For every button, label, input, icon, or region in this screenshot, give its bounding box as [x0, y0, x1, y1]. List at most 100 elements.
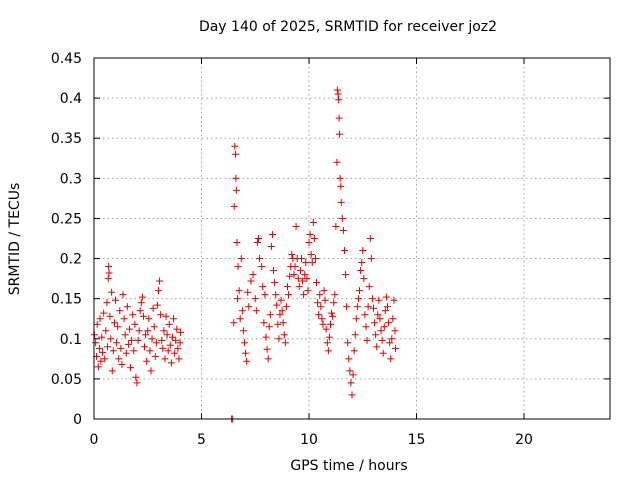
- data-point: [138, 293, 146, 301]
- data-point: [361, 311, 369, 319]
- data-point: [139, 312, 147, 320]
- data-point: [146, 347, 154, 355]
- data-point: [230, 319, 238, 327]
- data-point: [292, 222, 300, 230]
- data-point: [297, 255, 305, 263]
- data-point: [391, 327, 399, 335]
- data-point: [256, 255, 264, 263]
- x-tick-label: 10: [300, 432, 318, 448]
- data-point: [116, 307, 124, 315]
- data-point: [333, 158, 341, 166]
- grid-lines: [94, 58, 610, 419]
- data-point: [344, 339, 352, 347]
- data-point: [241, 339, 248, 347]
- data-point: [315, 311, 323, 319]
- data-point: [127, 364, 135, 372]
- plot-frame: [93, 57, 611, 420]
- data-point: [110, 319, 118, 327]
- data-point: [275, 335, 283, 343]
- data-point: [98, 333, 106, 341]
- data-point: [316, 291, 324, 299]
- data-point: [137, 299, 145, 307]
- data-point: [107, 335, 115, 343]
- data-point: [345, 355, 353, 363]
- data-point: [112, 296, 119, 304]
- data-point: [300, 291, 308, 299]
- data-point: [294, 275, 302, 283]
- data-point: [313, 279, 321, 287]
- data-point: [284, 283, 291, 291]
- data-point: [156, 277, 164, 285]
- data-point: [374, 311, 382, 319]
- data-point: [327, 320, 334, 328]
- data-point: [124, 340, 132, 348]
- data-point: [322, 325, 330, 333]
- chart-title: Day 140 of 2025, SRMTID for receiver joz…: [199, 19, 497, 35]
- data-point: [331, 291, 339, 299]
- data-point: [389, 315, 397, 323]
- data-point: [390, 296, 398, 304]
- data-point: [301, 271, 309, 279]
- data-point: [247, 277, 255, 285]
- data-point: [245, 303, 253, 311]
- data-point: [155, 287, 162, 295]
- data-point: [274, 320, 282, 328]
- y-tick-label: 0.05: [51, 372, 82, 388]
- data-point: [159, 344, 167, 352]
- x-tick-label: 15: [408, 432, 426, 448]
- data-point: [262, 333, 270, 341]
- data-point: [282, 303, 290, 311]
- data-point: [266, 311, 274, 319]
- data-point: [161, 355, 169, 363]
- data-point: [386, 339, 394, 347]
- data-point: [363, 336, 371, 344]
- data-point: [387, 355, 395, 363]
- data-point: [299, 277, 307, 285]
- data-point: [150, 323, 158, 331]
- data-point: [106, 312, 114, 320]
- data-point: [350, 347, 358, 355]
- data-point: [276, 311, 284, 319]
- data-point: [120, 315, 128, 323]
- data-point: [295, 283, 303, 291]
- data-point: [260, 319, 268, 327]
- data-point: [237, 255, 245, 263]
- data-point: [371, 319, 379, 327]
- data-point: [95, 344, 103, 352]
- data-point: [103, 299, 111, 307]
- y-tick-label: 0.2: [60, 252, 82, 268]
- data-point: [167, 359, 175, 367]
- data-point: [105, 263, 113, 271]
- data-point: [157, 311, 165, 319]
- data-point: [231, 150, 239, 158]
- tick-labels: 0 0.05 0.1 0.15 0.2 0.25 0.3 0.35 0.4 0.45 0 5 10 15 2…: [51, 51, 533, 448]
- data-point: [347, 379, 355, 387]
- data-point: [252, 307, 260, 315]
- data-point: [324, 347, 332, 355]
- data-point: [128, 336, 136, 344]
- y-tick-label: 0.45: [51, 51, 82, 67]
- data-point: [337, 182, 345, 190]
- data-point: [235, 287, 243, 295]
- data-point: [267, 243, 275, 251]
- data-point: [281, 339, 289, 347]
- data-point: [332, 222, 340, 230]
- data-point: [314, 299, 322, 307]
- data-point: [102, 327, 110, 335]
- data-point: [364, 303, 372, 311]
- data-point: [254, 235, 262, 242]
- data-point: [268, 230, 276, 238]
- data-point: [119, 291, 127, 299]
- data-point: [109, 347, 117, 355]
- data-point: [339, 226, 347, 234]
- data-point: [133, 379, 141, 387]
- data-point: [261, 291, 269, 299]
- data-point: [373, 343, 381, 351]
- data-point: [385, 319, 393, 327]
- data-point: [104, 343, 112, 351]
- data-point: [336, 174, 344, 182]
- data-point: [108, 367, 116, 375]
- data-point: [164, 347, 172, 355]
- data-point: [142, 331, 150, 339]
